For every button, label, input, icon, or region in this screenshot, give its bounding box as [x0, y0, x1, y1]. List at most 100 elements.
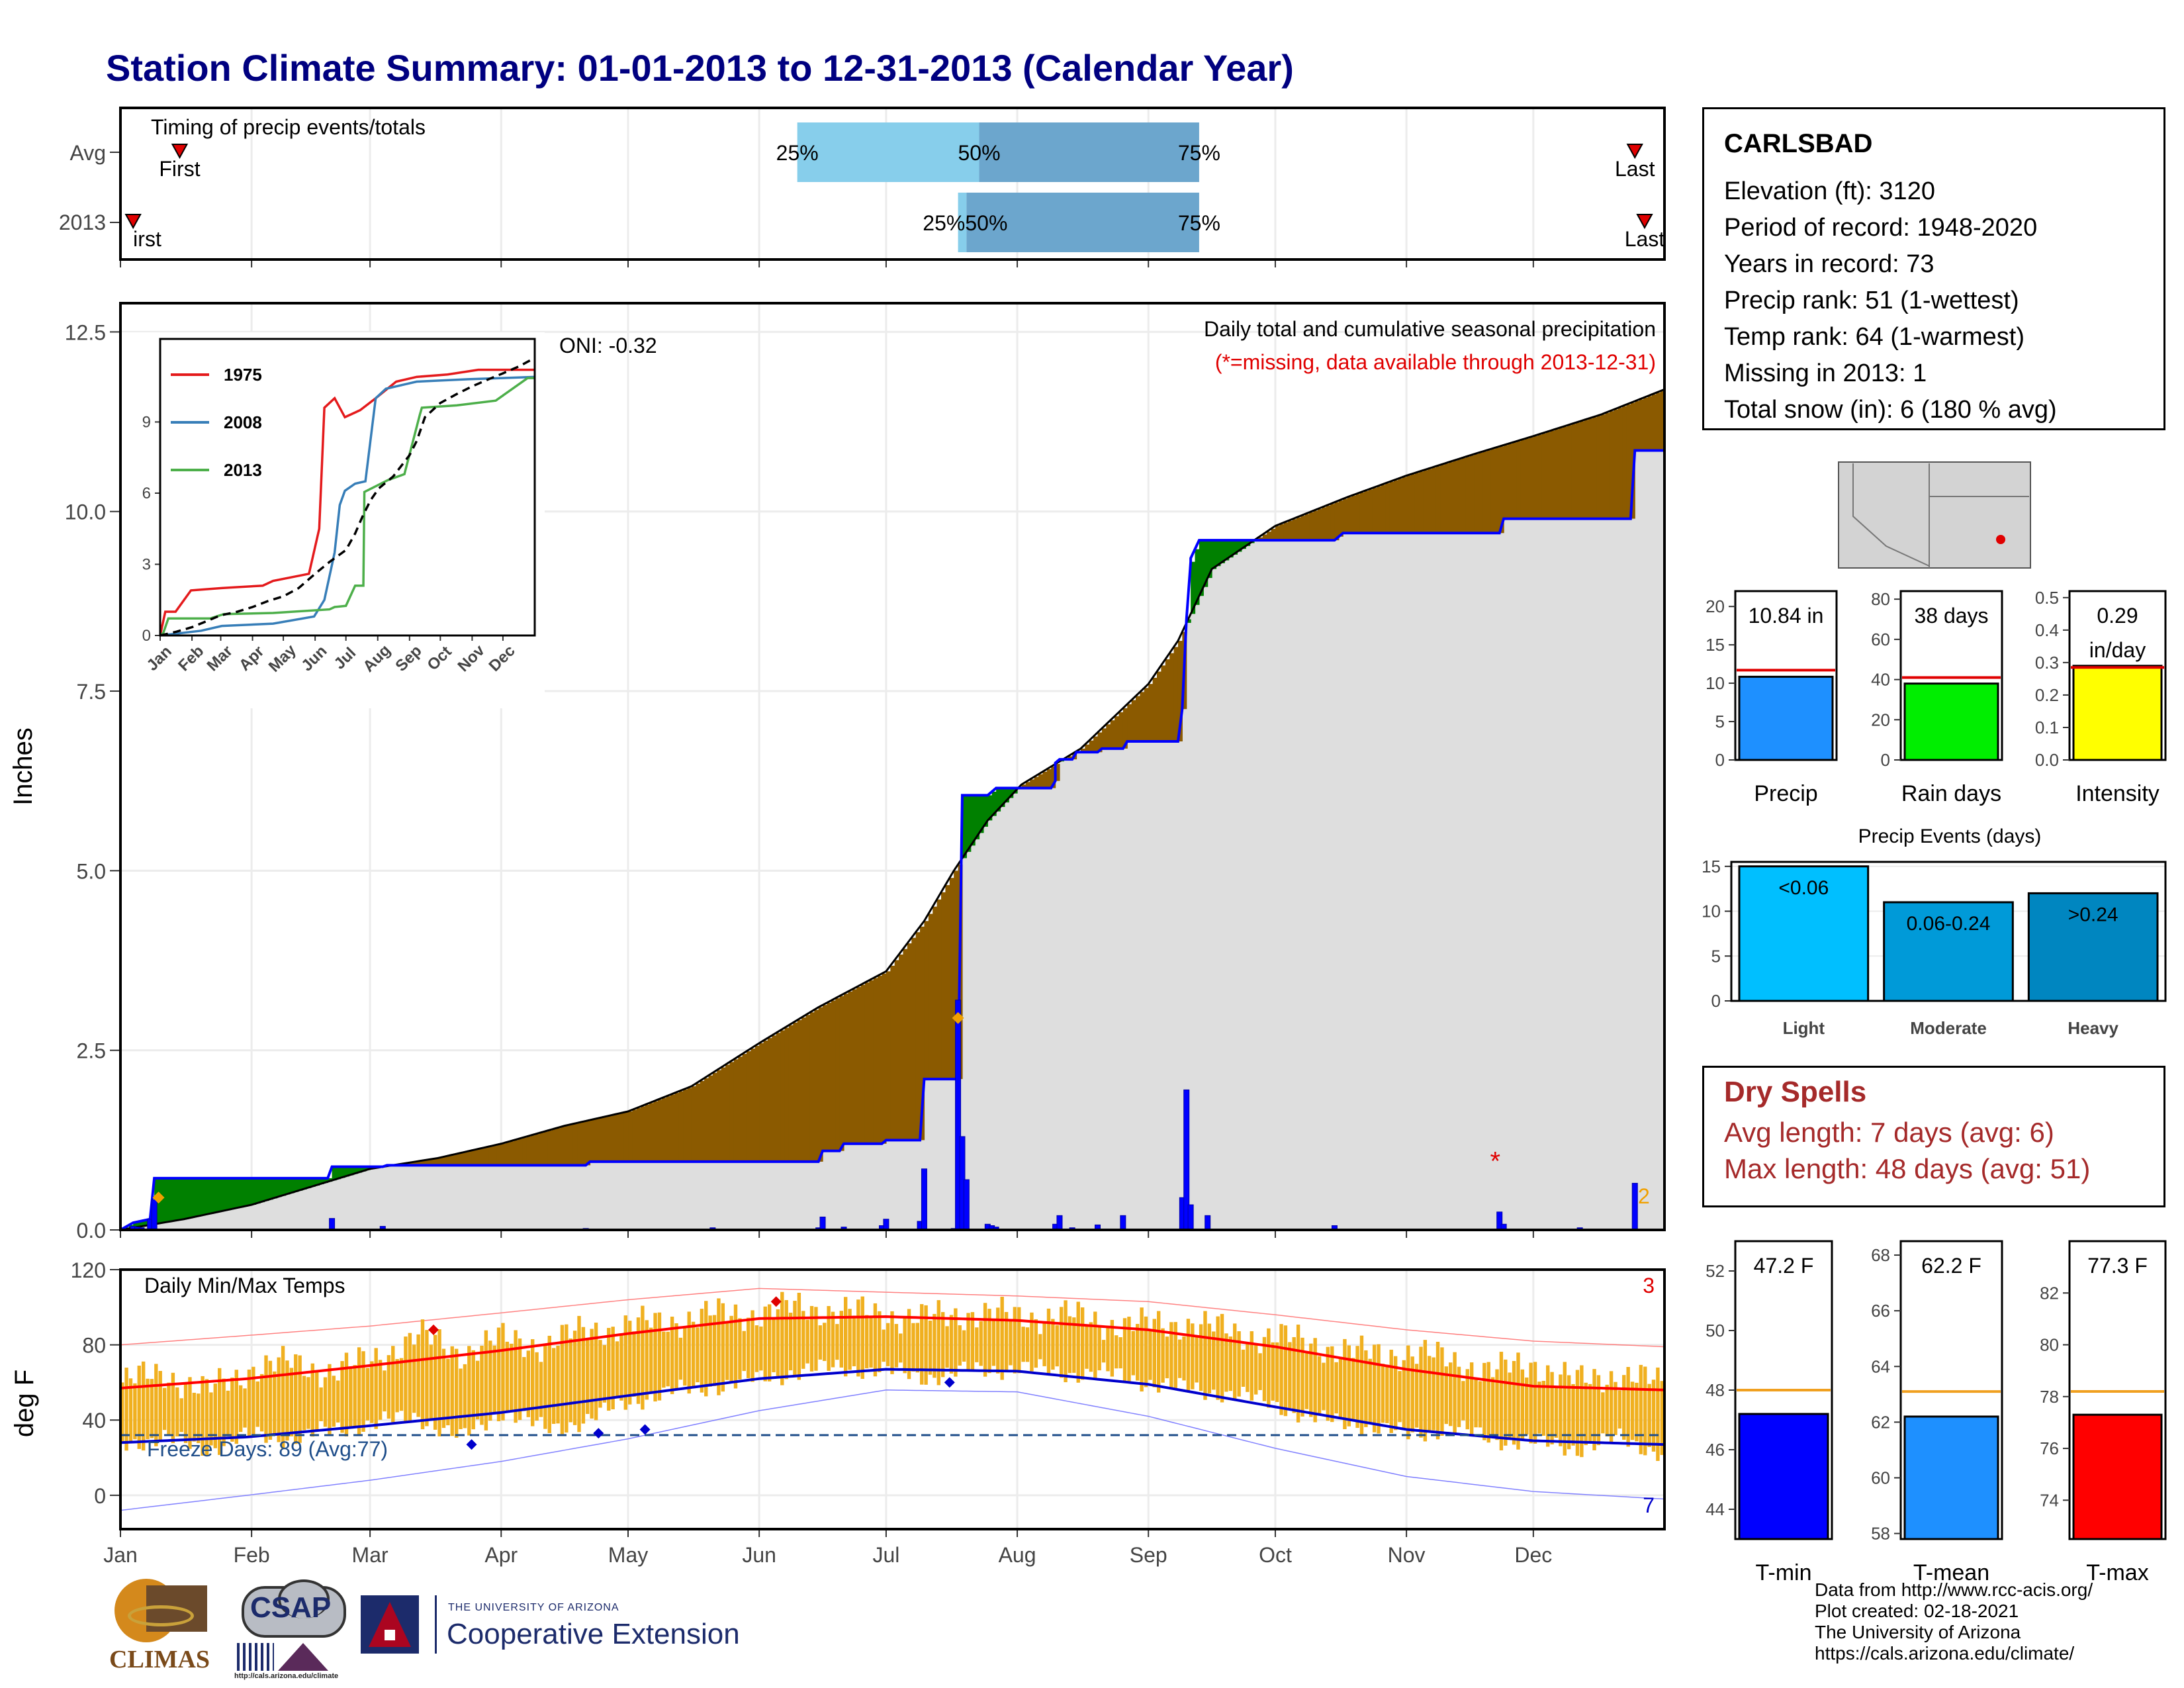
temp-daily-range-bar	[1292, 1336, 1296, 1413]
temp-daily-range-bar	[560, 1325, 565, 1434]
temp-daily-range-bar	[188, 1377, 192, 1449]
temp-daily-range-bar	[247, 1369, 251, 1436]
precip-surplus-band	[137, 1221, 142, 1227]
precip-deficit-band	[801, 1017, 807, 1162]
precip-surplus-band	[273, 1178, 278, 1199]
tmax-y-tick-label: 80	[2040, 1335, 2059, 1355]
precip-surplus-band	[183, 1178, 189, 1219]
precip-deficit-band	[531, 1135, 535, 1166]
temp-daily-range-bar	[772, 1317, 776, 1372]
precip-surplus-band	[340, 1166, 345, 1178]
precip-surplus-band	[281, 1178, 286, 1196]
temp-daily-range-bar	[565, 1324, 569, 1433]
temp-daily-range-bar	[1191, 1323, 1195, 1389]
precip-surplus-band	[315, 1178, 320, 1186]
tmean-value-label: 62.2 F	[1921, 1254, 1981, 1278]
temp-daily-range-bar	[349, 1366, 353, 1427]
precip-deficit-band	[1550, 430, 1555, 519]
temp-daily-range-bar	[1596, 1375, 1601, 1446]
tmean-y-tick-label: 66	[1871, 1301, 1890, 1321]
temp-daily-range-bar	[1106, 1327, 1110, 1372]
precip-events-category-label: Moderate	[1910, 1018, 1987, 1038]
temp-record-low-point	[466, 1439, 477, 1450]
temp-title: Daily Min/Max Temps	[144, 1274, 345, 1297]
temp-daily-range-bar	[928, 1320, 933, 1375]
temp-daily-range-bar	[259, 1374, 264, 1432]
month-axis-label: Sep	[1130, 1543, 1167, 1567]
temp-daily-range-bar	[268, 1360, 273, 1440]
tmean-x-label: T-mean	[1913, 1560, 1989, 1585]
precip-total-y-tick-label: 0	[1715, 750, 1725, 770]
precip-surplus-band	[306, 1178, 312, 1188]
precip-deficit-band	[1428, 469, 1433, 534]
precip-deficit-band	[1085, 744, 1090, 753]
precip-deficit-band	[700, 1080, 705, 1162]
temp-daily-range-bar	[1122, 1318, 1127, 1382]
precip-surplus-band	[361, 1166, 367, 1172]
tmin-bar	[1738, 1413, 1829, 1540]
temp-daily-range-bar	[712, 1315, 717, 1386]
temp-daily-range-bar	[539, 1362, 543, 1417]
temp-daily-range-bar	[1656, 1367, 1660, 1462]
precip-surplus-band	[1224, 540, 1230, 561]
precip-surplus-band	[1207, 540, 1212, 579]
precip-surplus-band	[987, 795, 993, 821]
precip-deficit-band	[933, 906, 938, 1080]
temp-daily-range-bar	[869, 1317, 873, 1368]
temp-daily-range-bar	[420, 1319, 425, 1430]
precip-deficit-band	[510, 1141, 515, 1166]
precip-surplus-band	[133, 1223, 138, 1228]
precip-deficit-band	[683, 1090, 688, 1162]
temp-daily-range-bar	[416, 1334, 420, 1417]
temp-daily-range-bar	[776, 1309, 780, 1376]
precip-deficit-band	[1313, 510, 1318, 541]
temp-daily-range-bar	[1025, 1327, 1030, 1362]
precip-deficit-band	[1516, 441, 1522, 519]
temp-daily-range-bar	[543, 1346, 547, 1429]
temp-y-axis-label: deg F	[10, 1370, 39, 1437]
precip-deficit-band	[1469, 455, 1475, 534]
temp-daily-range-bar	[746, 1317, 751, 1378]
temp-daily-range-bar	[831, 1311, 835, 1368]
temp-daily-range-bar	[1617, 1390, 1622, 1429]
temp-daily-range-bar	[1034, 1319, 1038, 1368]
precip-surplus-band	[979, 795, 984, 833]
precip-deficit-band	[1131, 700, 1136, 742]
temp-daily-range-bar	[1013, 1307, 1017, 1374]
timing-2013-25-50-label: 25%50%	[923, 211, 1007, 235]
timing-2013-75-label: 75%	[1178, 211, 1220, 235]
precip-deficit-band	[560, 1127, 565, 1166]
precip-deficit-band	[1359, 492, 1365, 534]
precip-deficit-band	[1330, 504, 1336, 541]
temp-daily-range-bar	[827, 1305, 831, 1371]
temp-daily-range-bar	[569, 1338, 572, 1423]
temp-daily-range-bar	[141, 1361, 146, 1451]
precip-surplus-band	[213, 1178, 218, 1213]
precip-deficit-band	[890, 965, 895, 1141]
temp-daily-range-bar	[1516, 1352, 1520, 1450]
temp-record-low-point	[944, 1377, 955, 1388]
precip-surplus-band	[1000, 788, 1005, 808]
precip-surplus-band	[188, 1178, 193, 1219]
temp-daily-range-bar	[1410, 1356, 1414, 1432]
temp-daily-range-bar	[120, 1382, 124, 1443]
precip-surplus-band	[294, 1178, 299, 1192]
temp-record-max-line	[120, 1288, 1665, 1348]
temp-daily-range-bar	[437, 1329, 441, 1436]
precip-deficit-band	[780, 1030, 786, 1162]
temp-daily-range-bar	[1355, 1346, 1359, 1429]
temp-daily-range-bar	[704, 1301, 708, 1397]
inset-bg	[120, 332, 545, 708]
temp-daily-range-bar	[197, 1393, 201, 1444]
temp-daily-range-bar	[623, 1315, 628, 1410]
precip-deficit-band	[797, 1019, 802, 1162]
temp-daily-range-bar	[264, 1355, 268, 1443]
precip-surplus-band	[1004, 788, 1009, 803]
temp-daily-range-bar	[1435, 1342, 1440, 1440]
dry-spells-title: Dry Spells	[1724, 1076, 1867, 1108]
precip-surplus-band	[962, 795, 967, 859]
tmin-value-label: 47.2 F	[1754, 1254, 1814, 1278]
precip-deficit-band	[1402, 477, 1407, 534]
csap-logo: CSAP http://cals.arizona.edu/climate	[232, 1579, 354, 1681]
inset-legend-label: 2008	[224, 412, 262, 432]
